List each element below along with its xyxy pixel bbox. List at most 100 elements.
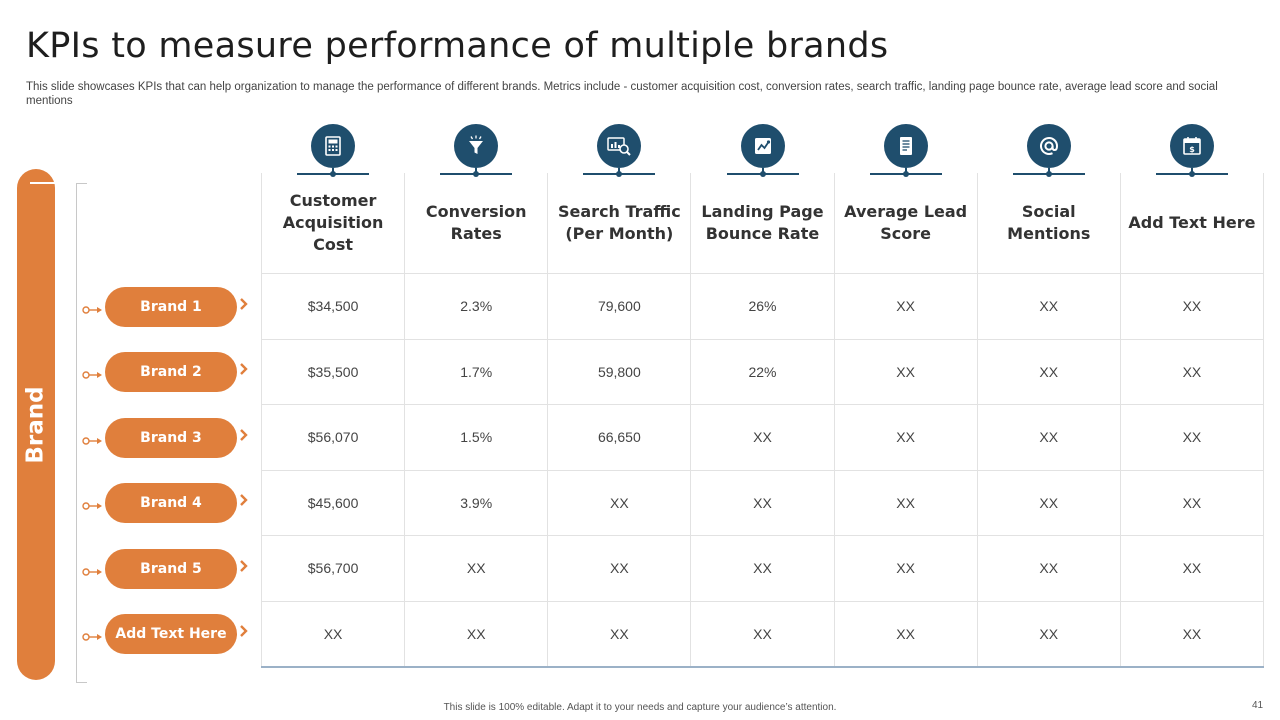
table-cell: 1.5% (404, 404, 549, 471)
table-cell: XX (833, 404, 978, 471)
brand-label-pill: Brand 5 (105, 548, 237, 589)
slide-subtitle: This slide showcases KPIs that can help … (26, 81, 1218, 107)
funnel-icon (453, 124, 498, 168)
table-cell: 22% (690, 338, 835, 405)
table-cell: 3.9% (404, 469, 549, 536)
search-analytics-icon-wrap (597, 124, 642, 174)
table-cell: XX (1119, 273, 1265, 340)
table-cell: $35,500 (260, 338, 406, 405)
kpi-table-body: $34,500 2.3% 79,600 26% XX XX XX $35,500 1.7% 59,… (260, 273, 1265, 668)
table-cell: XX (976, 469, 1121, 536)
chevron-right-icon (239, 428, 249, 442)
table-row: XX XX XX XX XX XX XX (260, 600, 1265, 668)
table-cell: XX (833, 469, 978, 536)
side-bar-tick (30, 182, 56, 184)
brand-bracket (76, 183, 87, 683)
brand-connector-icon (82, 367, 102, 379)
column-header-label: Social Mentions (1007, 202, 1091, 243)
brand-label-pill: Brand 3 (105, 417, 237, 458)
column-header-label: Search Traffic (Per Month) (558, 202, 681, 243)
brand-connector-icon (82, 433, 102, 445)
brand-connector-icon (82, 629, 102, 641)
column-header: Average Lead Score (833, 173, 978, 274)
column-header-label: Average Lead Score (844, 202, 968, 243)
brand-label-pill: Brand 2 (105, 352, 237, 393)
chevron-right-icon (239, 559, 249, 573)
table-cell: XX (1119, 535, 1265, 602)
table-cell: XX (547, 600, 692, 668)
page-number: 41 (1252, 700, 1264, 711)
column-header-label: Landing Page Bounce Rate (701, 202, 824, 243)
kpi-table-wrap: Customer Acquisition Cost Conversion Rate… (260, 173, 1265, 668)
brand-label-pill: Brand 1 (105, 286, 237, 327)
table-cell: $56,070 (260, 404, 406, 471)
table-cell: XX (404, 600, 549, 668)
brand-side-bar (17, 169, 55, 680)
table-cell: XX (1119, 469, 1265, 536)
table-cell: 1.7% (404, 338, 549, 405)
table-cell: XX (976, 535, 1121, 602)
search-analytics-icon (597, 124, 642, 168)
table-cell: XX (690, 600, 835, 668)
calculator-icon (310, 124, 355, 168)
table-cell: XX (976, 273, 1121, 340)
table-cell: $34,500 (260, 273, 406, 340)
chevron-right-icon (239, 493, 249, 507)
table-cell: $56,700 (260, 535, 406, 602)
column-header-label: Customer Acquisition Cost (282, 191, 384, 254)
chevron-right-icon (239, 297, 249, 311)
brand-side-label-wrap: Brand (17, 169, 55, 680)
table-cell: XX (976, 338, 1121, 405)
table-cell: XX (976, 600, 1121, 668)
chevron-right-icon (239, 362, 249, 376)
table-cell: 26% (690, 273, 835, 340)
kpi-table: Customer Acquisition Cost Conversion Rate… (260, 173, 1265, 668)
table-cell: XX (976, 404, 1121, 471)
calendar-dollar-icon: $ (1170, 124, 1215, 168)
table-cell: XX (690, 404, 835, 471)
brand-label-pill: Brand 4 (105, 483, 237, 524)
column-header: Landing Page Bounce Rate (690, 173, 835, 274)
table-cell: XX (833, 535, 978, 602)
brand-connector-icon (82, 302, 102, 314)
table-cell: XX (833, 273, 978, 340)
brand-side-label: Brand (23, 385, 50, 464)
brand-label-pill: Add Text Here (105, 614, 237, 655)
table-cell: 79,600 (547, 273, 692, 340)
slide-title: KPIs to measure performance of multiple … (26, 26, 889, 66)
table-cell: 2.3% (404, 273, 549, 340)
column-header: Conversion Rates (404, 173, 549, 274)
table-row: $56,070 1.5% 66,650 XX XX XX XX (260, 404, 1265, 471)
table-cell: XX (690, 535, 835, 602)
brand-connector-icon (82, 564, 102, 576)
column-header: Add Text Here (1119, 173, 1265, 274)
svg-text:$: $ (1190, 145, 1196, 154)
table-cell: XX (1119, 338, 1265, 405)
table-row: $45,600 3.9% XX XX XX XX XX (260, 469, 1265, 536)
at-sign-icon-wrap (1027, 124, 1072, 174)
funnel-icon-wrap (453, 124, 498, 174)
table-cell: XX (547, 469, 692, 536)
table-cell: XX (404, 535, 549, 602)
at-sign-icon (1027, 124, 1072, 168)
table-row: $35,500 1.7% 59,800 22% XX XX XX (260, 338, 1265, 405)
table-cell: XX (260, 600, 406, 668)
table-cell: XX (690, 469, 835, 536)
column-header: Social Mentions (976, 173, 1121, 274)
table-cell: 66,650 (547, 404, 692, 471)
document-list-icon-wrap (883, 124, 928, 174)
kpi-table-header: Customer Acquisition Cost Conversion Rate… (260, 173, 1265, 274)
slide-footer: This slide is 100% editable. Adapt it to… (443, 702, 837, 713)
brand-connector-icon (82, 498, 102, 510)
column-header: Customer Acquisition Cost (260, 173, 406, 274)
table-cell: XX (1119, 404, 1265, 471)
column-header-label: Conversion Rates (425, 202, 527, 243)
column-header: Search Traffic (Per Month) (547, 173, 692, 274)
table-cell: XX (1119, 600, 1265, 668)
table-cell: XX (547, 535, 692, 602)
table-cell: $45,600 (260, 469, 406, 536)
calendar-dollar-icon-wrap: $ (1170, 124, 1215, 174)
column-header-label: Add Text Here (1128, 213, 1256, 232)
calculator-icon-wrap (310, 124, 355, 174)
bounce-chart-icon-wrap (740, 124, 785, 174)
